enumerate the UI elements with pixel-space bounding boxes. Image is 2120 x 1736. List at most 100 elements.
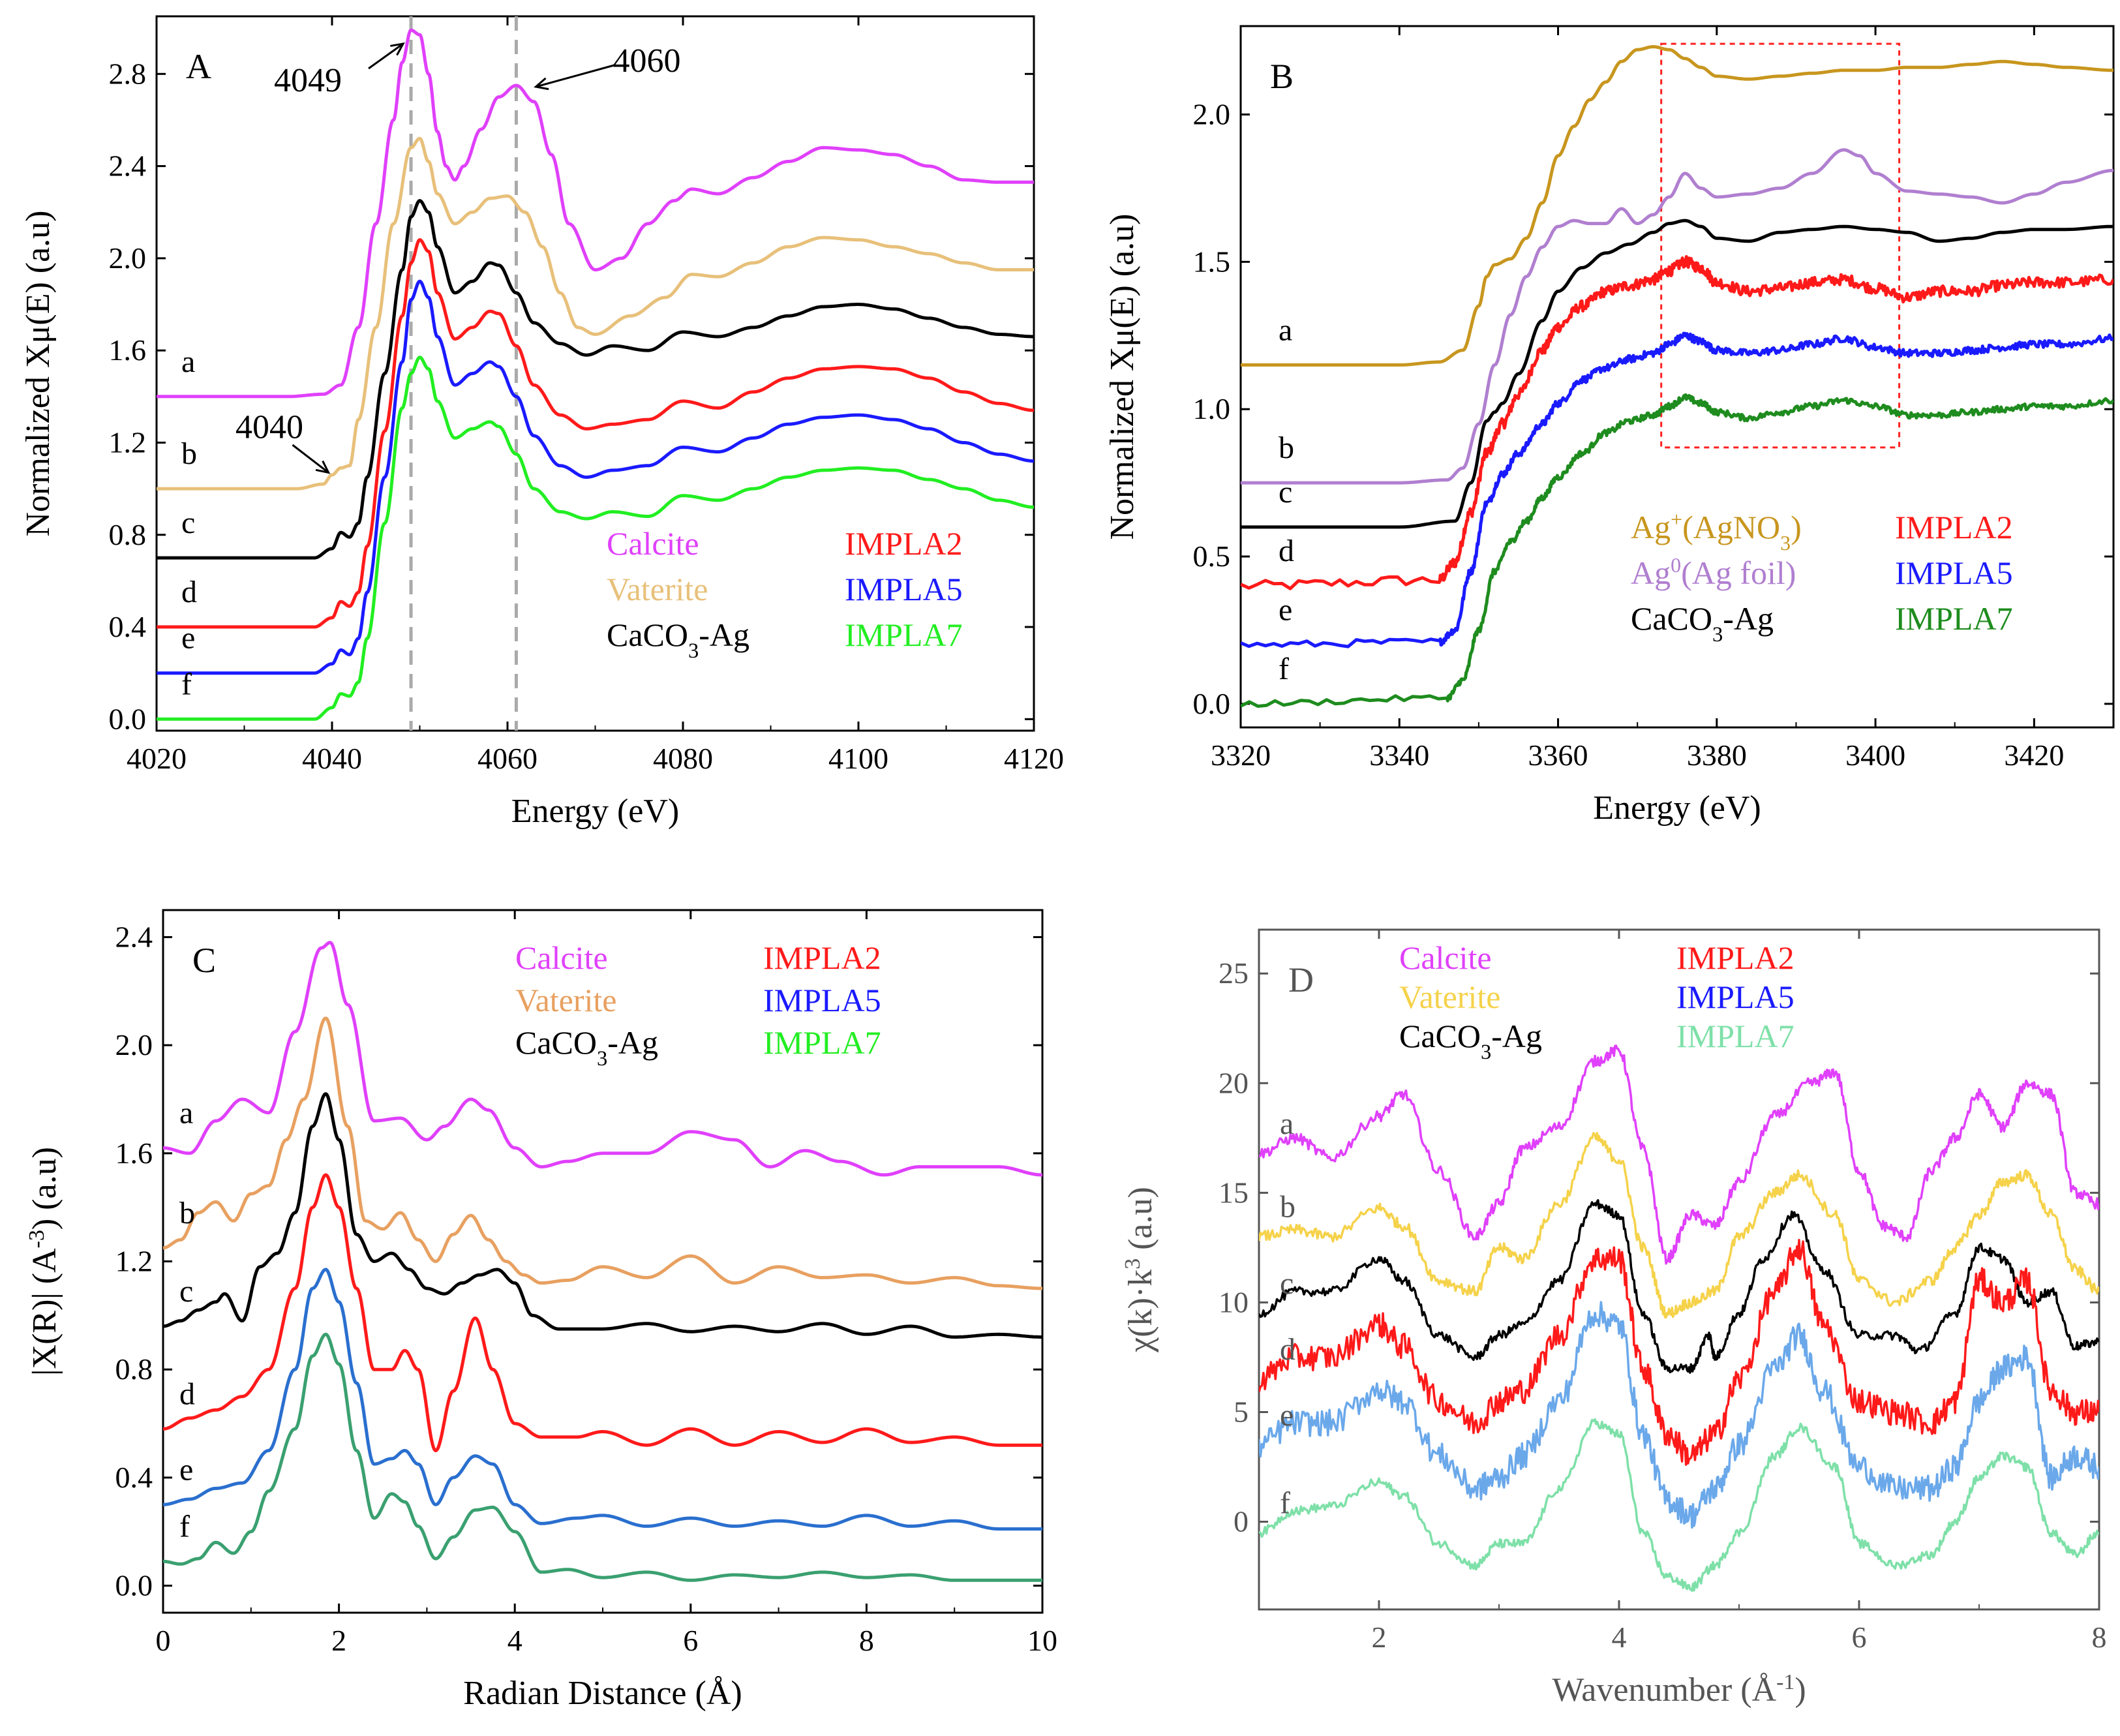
x-axis-label: Energy (eV) — [511, 793, 680, 830]
x-tick-label: 3340 — [1369, 739, 1429, 772]
legend-entry: Ag+(AgNO3) — [1631, 508, 1802, 555]
series-line-vaterite — [163, 1016, 1042, 1290]
legend-entry: IMPLA2 — [1676, 939, 1794, 976]
series-line-caco3-ag — [157, 199, 1034, 560]
series-line-impla2 — [157, 238, 1034, 629]
y-tick-label: 15 — [1219, 1176, 1249, 1209]
curve-letter: f — [1280, 1485, 1290, 1520]
legend-entry: IMPLA2 — [845, 525, 963, 562]
legend-entry: CaCO3-Ag — [1399, 1018, 1542, 1064]
y-axis-label: |X(R)| (A-3) (a.u) — [25, 1147, 64, 1376]
series-line-impla2 — [163, 1173, 1042, 1452]
curve-letter: b — [1279, 431, 1294, 465]
y-tick-label: 2.4 — [115, 920, 153, 953]
legend-entry: IMPLA5 — [1676, 979, 1794, 1015]
x-axis-label: Wavenumber (Å-1) — [1552, 1670, 1806, 1709]
x-tick-label: 4060 — [477, 742, 538, 775]
annotation-4040: 4040 — [235, 408, 303, 446]
series-line-calcite — [157, 28, 1034, 399]
y-tick-label: 0.8 — [109, 518, 147, 551]
series-line-impla7 — [1259, 1418, 2099, 1592]
x-tick-label: 0 — [156, 1624, 171, 1657]
series-line-vaterite — [157, 136, 1034, 491]
y-tick-label: 2.0 — [109, 241, 147, 275]
highlight-box — [1660, 42, 1901, 449]
legend-entry: IMPLA2 — [1895, 509, 2013, 545]
legend-entry: CaCO3-Ag — [1631, 600, 1774, 647]
annotation-4060: 4060 — [613, 42, 680, 80]
x-tick-label: 3400 — [1845, 739, 1905, 772]
series-line-impla5 — [157, 279, 1034, 675]
y-tick-label: 0 — [1234, 1505, 1249, 1538]
legend-entry: Calcite — [607, 525, 699, 562]
series-line-ag0-ag-foil- — [1241, 148, 2113, 485]
x-tick-label: 4120 — [1004, 742, 1064, 775]
curve-letter: a — [179, 1096, 193, 1131]
x-tick-label: 4080 — [653, 742, 713, 775]
y-axis-label: χ(k)·k3 (a.u) — [1121, 1187, 1160, 1353]
panel-b: 3320 3340 3360 3380 3400 3420 0.0 0.5 1.0 1.5 2.0 E… — [1104, 25, 2115, 827]
x-tick-label: 8 — [2092, 1621, 2107, 1654]
legend-entry: IMPLA7 — [763, 1024, 881, 1061]
curve-letter: e — [1280, 1398, 1294, 1433]
arrow-head — [390, 42, 405, 56]
series-line-impla7 — [157, 356, 1034, 721]
panel-label: B — [1270, 57, 1294, 96]
y-tick-label: 2.0 — [1193, 98, 1231, 131]
curve-letter: d — [1280, 1332, 1295, 1367]
y-axis-label: Normalized Xμ(E) (a.u) — [20, 211, 57, 537]
x-tick-label: 4100 — [828, 742, 888, 775]
y-axis-label: Normalized Xμ(E) (a.u) — [1104, 214, 1141, 540]
curve-letter: b — [179, 1196, 195, 1230]
y-tick-label: 5 — [1234, 1395, 1249, 1428]
x-tick-label: 6 — [1852, 1621, 1867, 1654]
legend-entry: IMPLA5 — [1895, 555, 2013, 591]
x-tick-label: 4 — [507, 1624, 522, 1657]
panel-label: D — [1288, 960, 1314, 999]
x-axis-label: Energy (eV) — [1593, 789, 1761, 827]
y-tick-label: 25 — [1219, 956, 1249, 990]
legend-entry: IMPLA5 — [845, 571, 963, 607]
series-line-caco3-ag — [163, 1092, 1042, 1339]
series-line-impla2 — [1241, 255, 2113, 590]
annotation-arrow — [292, 444, 329, 474]
y-tick-label: 1.6 — [115, 1136, 153, 1170]
y-tick-label: 20 — [1219, 1066, 1249, 1099]
legend-entry: IMPLA5 — [763, 982, 881, 1018]
y-tick-label: 2.0 — [115, 1028, 153, 1061]
legend-entry: CaCO3-Ag — [515, 1024, 658, 1071]
series-line-impla2 — [1259, 1239, 2099, 1466]
curve-letter: f — [179, 1509, 190, 1544]
series-line-vaterite — [1259, 1132, 2099, 1318]
x-axis-label: Radian Distance (Å) — [463, 1675, 742, 1712]
curve-letter: d — [181, 575, 197, 609]
curve-letter: e — [179, 1452, 193, 1487]
curve-letter: c — [1280, 1266, 1294, 1301]
y-tick-label: 10 — [1219, 1285, 1249, 1318]
curve-letter: b — [1280, 1190, 1295, 1225]
series-line-impla7 — [163, 1332, 1042, 1582]
annotation-arrow — [368, 42, 404, 70]
legend-entry: IMPLA2 — [763, 939, 881, 976]
legend-entry: IMPLA7 — [1895, 600, 2013, 637]
series-line-calcite — [1259, 1044, 2099, 1265]
panel-label: C — [192, 941, 216, 980]
y-tick-label: 1.5 — [1193, 245, 1231, 278]
y-tick-label: 2.8 — [109, 57, 147, 90]
panel-label: A — [186, 47, 211, 86]
curve-letter: a — [181, 344, 195, 379]
x-tick-label: 10 — [1027, 1624, 1057, 1657]
y-tick-label: 0.8 — [115, 1352, 153, 1386]
series-line-impla7 — [1241, 393, 2113, 708]
x-tick-label: 3320 — [1211, 739, 1271, 772]
y-tick-label: 1.2 — [109, 425, 147, 459]
y-tick-label: 0.0 — [109, 702, 147, 735]
legend-entry: IMPLA7 — [845, 617, 963, 653]
y-tick-label: 1.0 — [1193, 392, 1231, 425]
series-line-impla5 — [1241, 331, 2113, 648]
x-tick-label: 2 — [331, 1624, 346, 1657]
x-tick-label: 2 — [1372, 1621, 1387, 1654]
x-tick-label: 4040 — [302, 742, 362, 775]
legend-entry: Ag0(Ag foil) — [1631, 553, 1796, 591]
